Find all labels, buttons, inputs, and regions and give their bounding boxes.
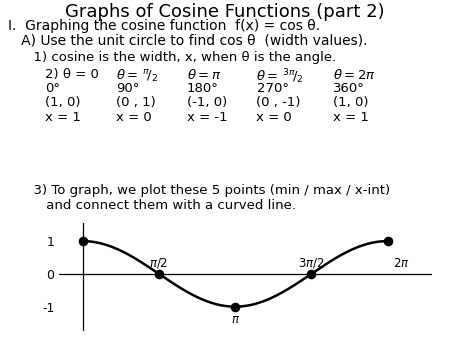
Text: (0 , 1): (0 , 1) bbox=[116, 96, 156, 109]
Text: x = -1: x = -1 bbox=[187, 111, 227, 124]
Text: (1, 0): (1, 0) bbox=[333, 96, 369, 109]
Text: A) Use the unit circle to find cos θ  (width values).: A) Use the unit circle to find cos θ (wi… bbox=[8, 34, 368, 48]
Point bbox=[79, 238, 86, 244]
Text: $3\pi/2$: $3\pi/2$ bbox=[298, 256, 324, 270]
Text: $\theta = \,^{\pi}\!/_{2}$: $\theta = \,^{\pi}\!/_{2}$ bbox=[116, 68, 158, 84]
Text: 360°: 360° bbox=[333, 82, 365, 95]
Text: x = 1: x = 1 bbox=[333, 111, 369, 124]
Text: (-1, 0): (-1, 0) bbox=[187, 96, 227, 109]
Text: 1) cosine is the width, x, when θ is the angle.: 1) cosine is the width, x, when θ is the… bbox=[8, 51, 336, 64]
Text: 180°: 180° bbox=[187, 82, 219, 95]
Text: x = 0: x = 0 bbox=[116, 111, 152, 124]
Text: and connect them with a curved line.: and connect them with a curved line. bbox=[8, 199, 296, 212]
Text: 270°: 270° bbox=[256, 82, 288, 95]
Text: 0°: 0° bbox=[45, 82, 60, 95]
Text: x = 0: x = 0 bbox=[256, 111, 292, 124]
Text: 90°: 90° bbox=[116, 82, 140, 95]
Text: Graphs of Cosine Functions (part 2): Graphs of Cosine Functions (part 2) bbox=[65, 3, 385, 21]
Point bbox=[308, 271, 315, 276]
Text: (0 , -1): (0 , -1) bbox=[256, 96, 301, 109]
Text: $2\pi$: $2\pi$ bbox=[393, 257, 410, 270]
Text: $\theta = \,^{3\pi}\!/_{2}$: $\theta = \,^{3\pi}\!/_{2}$ bbox=[256, 68, 304, 86]
Point bbox=[232, 304, 239, 309]
Text: $\theta = 2\pi$: $\theta = 2\pi$ bbox=[333, 68, 376, 81]
Text: x = 1: x = 1 bbox=[45, 111, 81, 124]
Text: 2) θ = 0: 2) θ = 0 bbox=[45, 68, 99, 80]
Text: $\theta = \pi$: $\theta = \pi$ bbox=[187, 68, 221, 81]
Text: $\pi/2$: $\pi/2$ bbox=[149, 256, 168, 270]
Text: $\pi$: $\pi$ bbox=[230, 313, 240, 325]
Text: I.  Graphing the cosine function  f(x) = cos θ.: I. Graphing the cosine function f(x) = c… bbox=[8, 19, 320, 32]
Text: (1, 0): (1, 0) bbox=[45, 96, 81, 109]
Point bbox=[384, 238, 391, 244]
Point bbox=[155, 271, 162, 276]
Text: 3) To graph, we plot these 5 points (min / max / x-int): 3) To graph, we plot these 5 points (min… bbox=[8, 184, 390, 197]
